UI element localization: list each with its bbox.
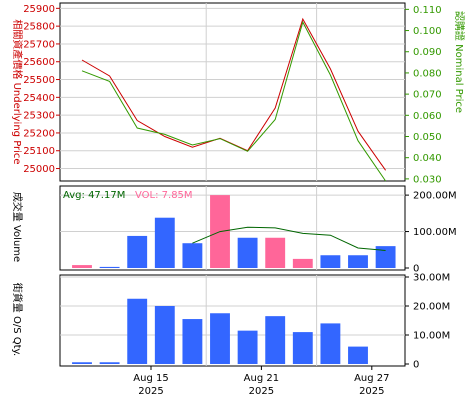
left-tick-label: 25600 (23, 57, 55, 68)
right-tick-label: 0.040 (413, 153, 442, 164)
volume-average-legend: Avg: 47.17M (63, 190, 125, 201)
right-tick-label: 0.110 (413, 5, 442, 16)
right-tick-label: 0.080 (413, 68, 442, 79)
volume-bar (127, 235, 148, 268)
left-tick-label: 25000 (23, 164, 55, 175)
right-tick-label: 200.00M (413, 191, 457, 202)
x-tick-label: Aug 27 (354, 373, 389, 384)
os-qty-bar (127, 298, 148, 364)
panel-frame (59, 2, 406, 182)
right-axis-title: 認購證 Nominal Price (453, 11, 466, 113)
os-qty-bar (182, 319, 203, 364)
x-tick-label: Aug 21 (244, 373, 279, 384)
os-qty-bar (265, 316, 286, 364)
right-tick-label: 20.00M (413, 302, 450, 313)
right-tick-label: 0.100 (413, 26, 442, 37)
volume-axis-title: 成交量 Volume (11, 192, 24, 262)
right-tick-label: 0.050 (413, 132, 442, 143)
right-tick-label: 10.00M (413, 331, 450, 342)
volume-bar (320, 255, 341, 268)
right-tick-label: 30.00M (413, 273, 450, 284)
volume-bar (99, 266, 120, 268)
os-qty-bar (72, 362, 92, 364)
volume-bar (154, 217, 175, 268)
x-tick-label: Aug 15 (133, 373, 168, 384)
right-tick-label: 0.030 (413, 174, 442, 185)
os-qty-bar (154, 306, 175, 364)
left-tick-label: 25300 (23, 111, 55, 122)
left-axis-title: 相關資產價格 Underlying Price (11, 19, 24, 164)
right-tick-label: 0.070 (413, 90, 442, 101)
left-tick-label: 25700 (23, 39, 55, 50)
panel-frame (59, 185, 406, 271)
volume-legend: VOL: 7.85M (135, 190, 193, 201)
right-tick-label: 0.060 (413, 111, 442, 122)
right-tick-label: 0 (413, 264, 419, 275)
volume-average-line (192, 226, 386, 251)
os-qty-bar (99, 362, 120, 364)
volume-bar (292, 258, 313, 268)
volume-bar (237, 237, 258, 268)
left-tick-label: 25200 (23, 128, 55, 139)
left-tick-label: 25800 (23, 22, 55, 33)
left-tick-label: 25500 (23, 75, 55, 86)
os-qty-axis-title: 街貨量 O/S Qty. (11, 283, 24, 356)
x-tick-year: 2025 (249, 386, 274, 397)
os-qty-bar (210, 313, 230, 364)
panel-frame (59, 274, 406, 367)
volume-bar (72, 265, 92, 268)
volume-bar (182, 243, 203, 268)
os-qty-bar (320, 323, 341, 364)
volume-bar (348, 255, 368, 268)
volume-bar (375, 246, 396, 268)
right-tick-label: 0.090 (413, 47, 442, 58)
left-tick-label: 25100 (23, 146, 55, 157)
right-tick-label: 100.00M (413, 227, 457, 238)
left-tick-label: 25400 (23, 93, 55, 104)
left-tick-label: 25900 (23, 4, 55, 15)
x-tick-year: 2025 (359, 386, 384, 397)
os-qty-bar (237, 330, 258, 364)
right-tick-label: 0 (413, 360, 419, 371)
os-qty-bar (292, 332, 313, 364)
x-tick-year: 2025 (138, 386, 163, 397)
nominal-price-line (81, 20, 387, 182)
volume-bar (265, 237, 286, 268)
os-qty-bar (348, 346, 368, 364)
